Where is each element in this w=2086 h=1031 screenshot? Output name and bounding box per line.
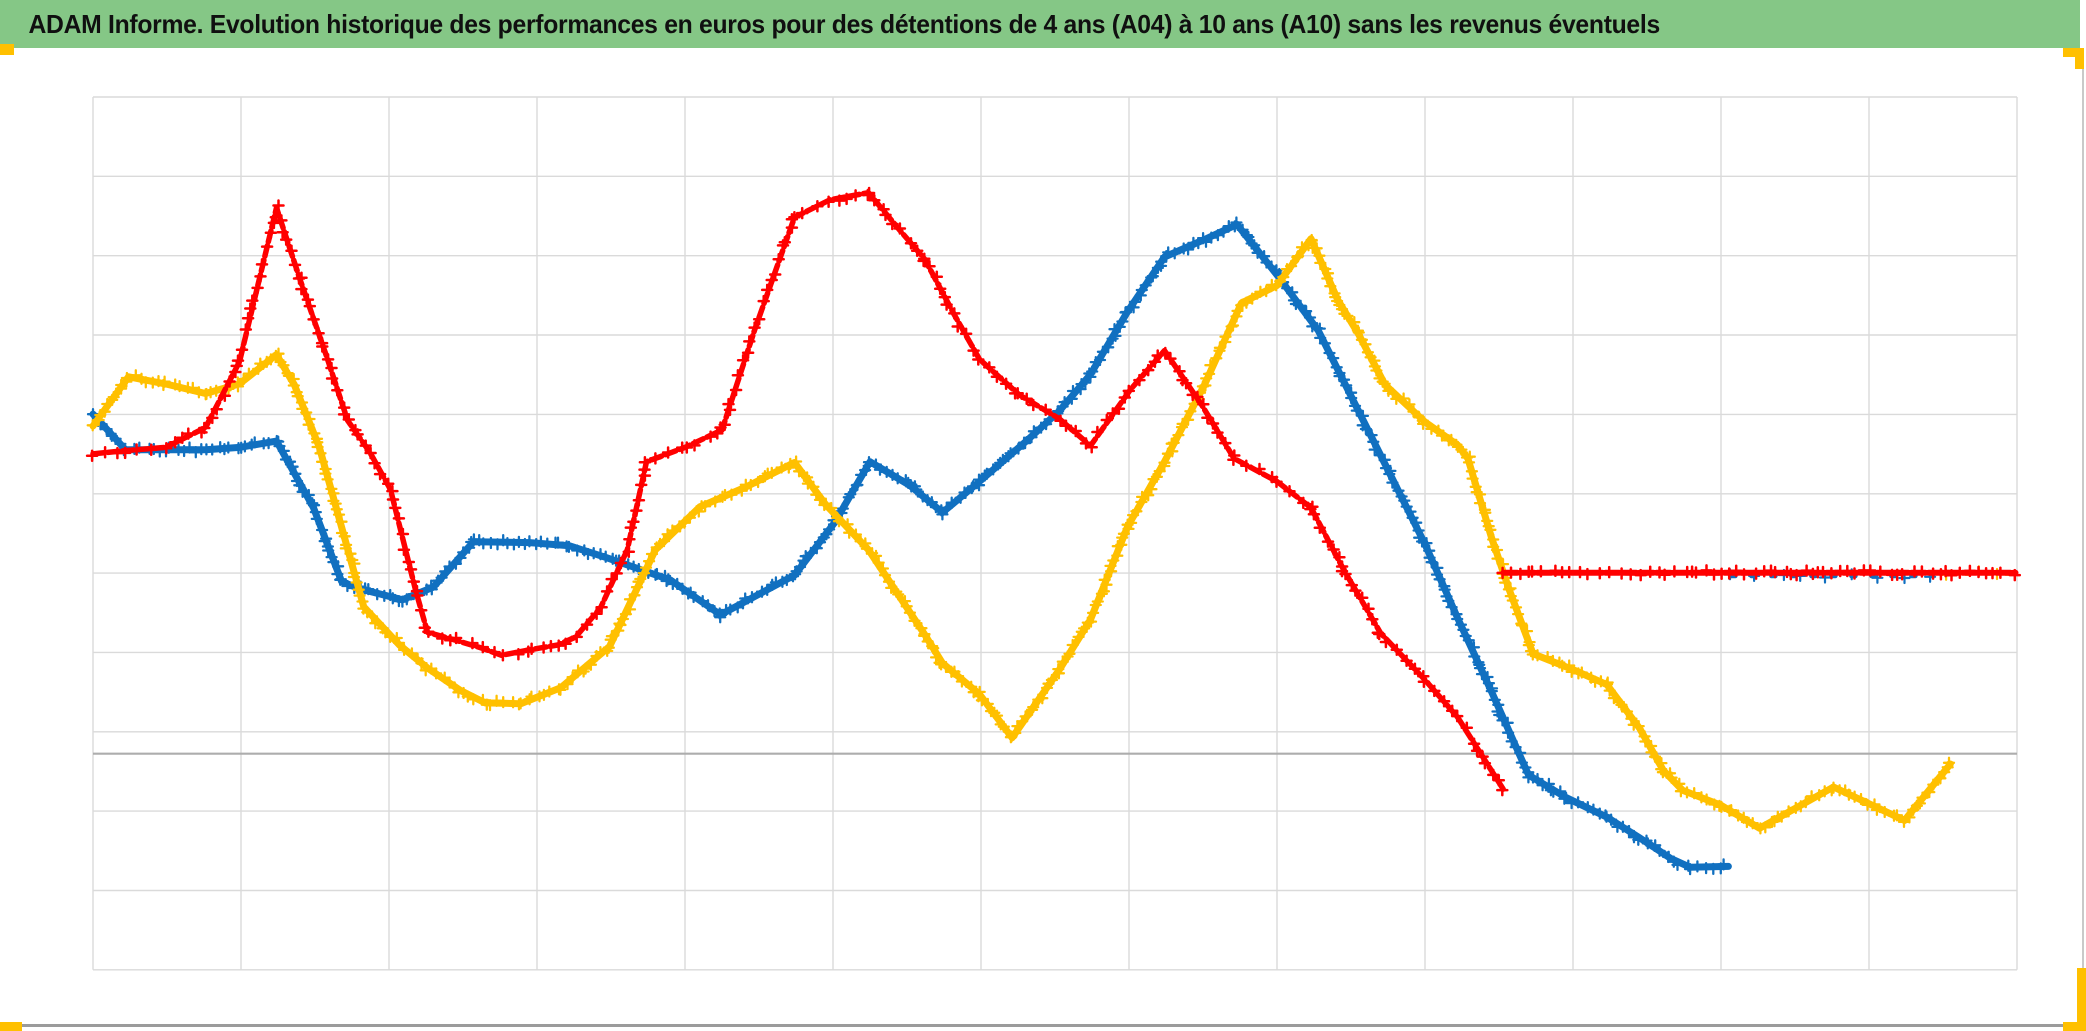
chart-object-bottom-border [0,1024,2086,1027]
selection-handle-bottom-right[interactable] [2063,1022,2086,1031]
selection-handle-bottom-right-edge[interactable] [2077,968,2086,1031]
selection-handle-top-right-edge[interactable] [2075,48,2084,69]
series-yellow [86,233,2018,835]
selection-handle-top-right[interactable] [2063,48,2084,57]
chart-title: ADAM Informe. Evolution historique des p… [28,9,1661,39]
chart-object-right-border [2082,48,2084,1026]
selection-handle-top-left[interactable] [0,44,14,55]
gridlines [92,96,2018,971]
selection-handle-bottom-left[interactable] [0,1022,22,1031]
chart-title-bar: ADAM Informe. Evolution historique des p… [0,0,2080,48]
series-red [85,186,2022,797]
series-blue [86,216,1937,876]
